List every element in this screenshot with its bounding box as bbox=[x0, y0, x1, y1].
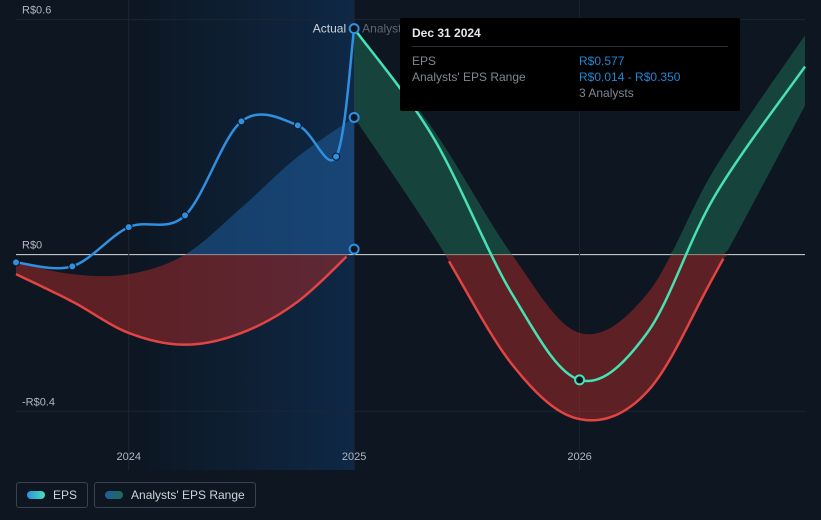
tooltip-row-value: R$0.014 - R$0.350 bbox=[579, 69, 728, 85]
tooltip-divider bbox=[412, 46, 728, 47]
svg-text:R$0.6: R$0.6 bbox=[22, 5, 51, 17]
svg-text:2025: 2025 bbox=[342, 451, 366, 463]
eps-chart: R$0.6 R$0 -R$0.4 2024 2025 2026 Actual Analysts… bbox=[0, 0, 821, 520]
svg-text:2026: 2026 bbox=[567, 451, 591, 463]
tooltip-footnote: 3 Analysts bbox=[579, 85, 728, 101]
tooltip-table: EPS R$0.577 Analysts' EPS Range R$0.014 … bbox=[412, 53, 728, 101]
tooltip-row-label: Analysts' EPS Range bbox=[412, 69, 579, 85]
legend-item-eps[interactable]: EPS bbox=[16, 482, 88, 508]
svg-text:Actual: Actual bbox=[313, 22, 346, 36]
legend-item-range[interactable]: Analysts' EPS Range bbox=[94, 482, 256, 508]
legend-swatch-icon bbox=[27, 491, 45, 499]
legend: EPS Analysts' EPS Range bbox=[16, 482, 256, 508]
tooltip-date: Dec 31 2024 bbox=[412, 26, 728, 40]
legend-label: Analysts' EPS Range bbox=[131, 488, 245, 502]
svg-text:-R$0.4: -R$0.4 bbox=[22, 396, 55, 408]
chart-tooltip: Dec 31 2024 EPS R$0.577 Analysts' EPS Ra… bbox=[400, 18, 740, 111]
tooltip-row-label: EPS bbox=[412, 53, 579, 69]
legend-label: EPS bbox=[53, 488, 77, 502]
legend-swatch-icon bbox=[105, 491, 123, 499]
svg-text:R$0: R$0 bbox=[22, 240, 42, 252]
tooltip-row-value: R$0.577 bbox=[579, 53, 728, 69]
svg-text:2024: 2024 bbox=[116, 451, 140, 463]
